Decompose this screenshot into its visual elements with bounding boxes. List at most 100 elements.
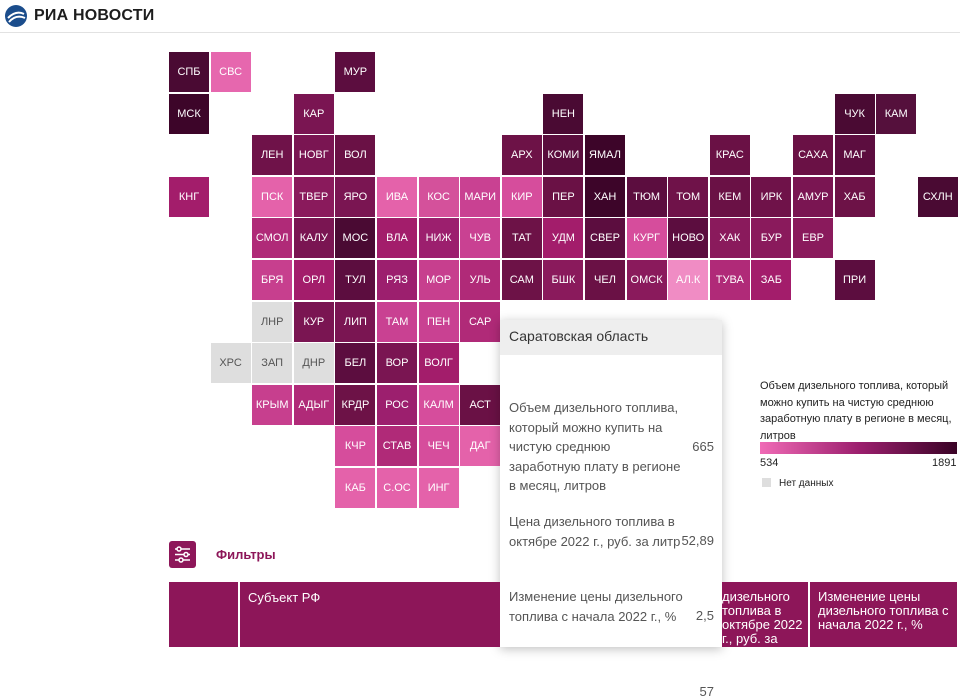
region-tile[interactable]: СПБ [169, 52, 209, 92]
region-tile[interactable]: НОВО [668, 218, 709, 259]
region-tile[interactable]: АЛ.К [668, 260, 709, 300]
region-tile[interactable]: ХАБ [834, 176, 875, 217]
region-tile[interactable]: ЯМАЛ [585, 135, 625, 176]
region-tile[interactable]: ТОМ [668, 176, 709, 217]
region-tile[interactable]: КЕМ [709, 176, 750, 217]
region-tile[interactable]: КЧР [335, 426, 376, 467]
region-tile[interactable]: АСТ [460, 384, 501, 425]
region-tile[interactable]: ИРК [751, 176, 792, 217]
region-tile[interactable]: СТАВ [377, 426, 417, 467]
tooltip-row-value: 2,5 [695, 608, 714, 623]
region-tile[interactable]: МАРИ [460, 176, 501, 217]
region-tile[interactable]: БУР [751, 218, 792, 259]
region-tile[interactable]: КАБ [335, 468, 376, 508]
region-tile[interactable]: МАГ [834, 135, 875, 176]
region-tile[interactable]: ХАН [585, 176, 625, 217]
region-tile[interactable]: ЛИП [335, 301, 376, 342]
region-tile[interactable]: ДАГ [460, 426, 501, 467]
region-tile[interactable]: ЧЕЛ [585, 260, 625, 300]
region-tile[interactable]: ТАТ [501, 218, 542, 259]
region-tile[interactable]: СМОЛ [252, 218, 293, 259]
logo-text: РИА НОВОСТИ [34, 7, 155, 24]
region-tile[interactable]: МСК [169, 93, 209, 134]
region-tile[interactable]: ПСК [252, 176, 293, 217]
region-tile[interactable]: АМУР [793, 176, 833, 217]
region-tile[interactable]: ЯРО [335, 176, 376, 217]
region-tile[interactable]: СХЛН [917, 176, 958, 217]
filters-toggle[interactable]: Фильтры [216, 547, 276, 562]
filter-sliders-icon[interactable] [169, 541, 196, 568]
region-tile[interactable]: ЧУВ [460, 218, 501, 259]
region-tile[interactable]: ВОР [377, 343, 417, 384]
region-tile[interactable]: ВОЛГ [418, 343, 459, 384]
region-tile[interactable]: ПЕН [418, 301, 459, 342]
region-tile[interactable]: МОР [418, 260, 459, 300]
region-tile[interactable]: РЯЗ [377, 260, 417, 300]
region-tile[interactable]: ТЮМ [626, 176, 667, 217]
table-header-change[interactable]: Изменение цены дизельного топлива с нача… [810, 582, 957, 647]
region-tile[interactable]: НОВГ [293, 135, 334, 176]
table-header-region[interactable]: Субъект РФ [240, 582, 500, 647]
legend-title: Объем дизельного топлива, который можно … [760, 380, 952, 442]
region-tile[interactable]: НЕН [543, 93, 584, 134]
region-tile[interactable]: ХАК [709, 218, 750, 259]
region-tile[interactable]: НИЖ [418, 218, 459, 259]
region-tile[interactable]: ЛЕН [252, 135, 293, 176]
region-tile[interactable]: АРХ [501, 135, 542, 176]
region-tile[interactable]: С.ОС [377, 468, 417, 508]
region-tile[interactable]: БРЯ [252, 260, 293, 300]
region-tile[interactable]: УЛЬ [460, 260, 501, 300]
region-tile[interactable]: КАЛУ [293, 218, 334, 259]
tooltip-row-value: 52,89 [681, 533, 714, 548]
legend-color-scale [760, 442, 957, 454]
region-tile[interactable]: АДЫГ [293, 384, 334, 425]
region-tile[interactable]: ЗАП [252, 343, 293, 384]
region-tile[interactable]: КАМ [876, 93, 917, 134]
region-tile[interactable]: КАЛМ [418, 384, 459, 425]
region-tile[interactable]: РОС [377, 384, 417, 425]
region-tile[interactable]: ЛНР [252, 301, 293, 342]
region-tile[interactable]: МОС [335, 218, 376, 259]
region-tile[interactable]: КАР [293, 93, 334, 134]
region-tile[interactable]: КРЫМ [252, 384, 293, 425]
region-tile[interactable]: КИР [501, 176, 542, 217]
region-tile[interactable]: КУР [293, 301, 334, 342]
region-tile[interactable]: ДНР [293, 343, 334, 384]
table-header-price[interactable]: дизельного топлива в октябре 2022 г., ру… [722, 582, 808, 647]
region-tile[interactable]: ТАМ [377, 301, 417, 342]
region-tile[interactable]: КОМИ [543, 135, 584, 176]
region-tile[interactable]: ЧЕЧ [418, 426, 459, 467]
region-tile[interactable]: САХА [793, 135, 833, 176]
region-tile[interactable]: ХРС [210, 343, 251, 384]
region-tile[interactable]: ИНГ [418, 468, 459, 508]
region-tile[interactable]: УДМ [543, 218, 584, 259]
region-tile[interactable]: ТВЕР [293, 176, 334, 217]
region-tile[interactable]: КРАС [709, 135, 750, 176]
region-tile[interactable]: БШК [543, 260, 584, 300]
region-tile[interactable]: ПРИ [834, 260, 875, 300]
region-tile[interactable]: ТУВА [709, 260, 750, 300]
tooltip-row-value: 665 [692, 439, 714, 454]
legend-max: 1891 [932, 457, 957, 469]
region-tile[interactable]: ОМСК [626, 260, 667, 300]
region-tile[interactable]: ТУЛ [335, 260, 376, 300]
region-tile[interactable]: ИВА [377, 176, 417, 217]
region-tile[interactable]: САМ [501, 260, 542, 300]
region-tile[interactable]: САР [460, 301, 501, 342]
region-tile[interactable]: СВЕР [585, 218, 625, 259]
region-tile[interactable]: МУР [335, 52, 376, 92]
region-tile[interactable]: КРДР [335, 384, 376, 425]
region-tile[interactable]: БЕЛ [335, 343, 376, 384]
region-tile[interactable]: СВС [210, 52, 251, 92]
region-tile[interactable]: ЕВР [793, 218, 833, 259]
region-tile[interactable]: ЗАБ [751, 260, 792, 300]
region-tile[interactable]: КУРГ [626, 218, 667, 259]
ria-logo[interactable]: РИА НОВОСТИ [4, 4, 154, 28]
region-tile[interactable]: ЧУК [834, 93, 875, 134]
region-tile[interactable]: ПЕР [543, 176, 584, 217]
region-tile[interactable]: КНГ [169, 176, 209, 217]
region-tile[interactable]: ВОЛ [335, 135, 376, 176]
region-tile[interactable]: ВЛА [377, 218, 417, 259]
region-tile[interactable]: КОС [418, 176, 459, 217]
region-tile[interactable]: ОРЛ [293, 260, 334, 300]
